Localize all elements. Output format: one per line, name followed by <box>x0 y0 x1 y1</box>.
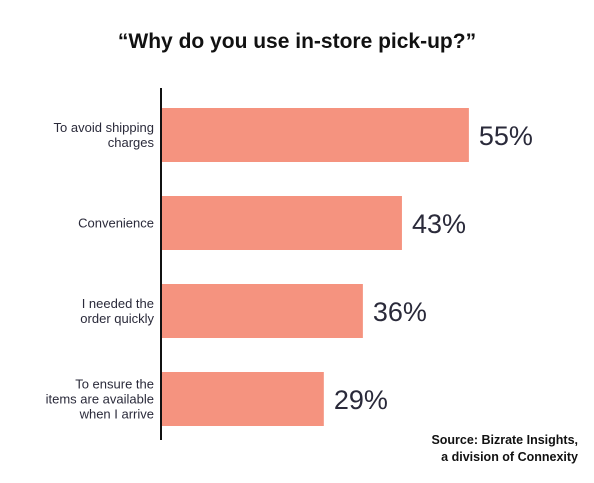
category-label-3: I needed the order quickly <box>80 296 154 326</box>
category-label-2: Convenience <box>78 216 154 231</box>
category-label-line: Convenience <box>78 216 154 231</box>
bar-1 <box>162 108 469 162</box>
chart-title: “Why do you use in-store pick-up?” <box>117 30 477 53</box>
category-label-line: I needed the <box>82 296 154 311</box>
category-label-1: To avoid shipping charges <box>54 120 155 150</box>
source-note: Source: Bizrate Insights, a division of … <box>431 432 578 466</box>
bar-2 <box>162 196 402 250</box>
source-line-1: Source: Bizrate Insights, <box>431 433 578 447</box>
category-label-line: charges <box>108 135 155 150</box>
value-label-4: 29% <box>334 385 388 415</box>
bar-3 <box>162 284 363 338</box>
category-label-line: order quickly <box>80 311 154 326</box>
category-label-line: To avoid shipping <box>54 120 154 135</box>
value-labels-layer: 55% 43% 36% 29% <box>334 121 533 415</box>
value-label-1: 55% <box>479 121 533 151</box>
bar-4 <box>162 372 324 426</box>
value-label-2: 43% <box>412 209 466 239</box>
category-label-line: To ensure the <box>75 377 154 392</box>
category-label-line: items are available <box>46 392 154 407</box>
category-label-4: To ensure the items are available when I a… <box>46 377 154 422</box>
source-line-2: a division of Connexity <box>441 450 578 464</box>
category-labels-layer: To avoid shipping charges Convenience I nee… <box>46 120 155 422</box>
value-label-3: 36% <box>373 297 427 327</box>
category-label-line: when I arrive <box>79 407 154 422</box>
bars-layer <box>162 108 469 426</box>
